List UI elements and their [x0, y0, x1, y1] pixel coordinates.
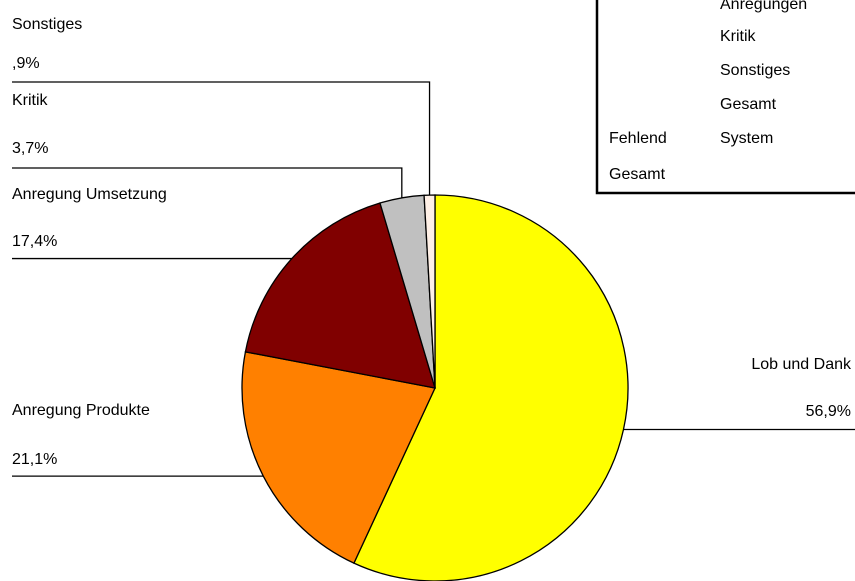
row-label: System — [720, 130, 773, 147]
row-label: Anregungen — [720, 0, 807, 13]
slice-label: Anregung Umsetzung — [12, 186, 167, 203]
slice-value-label: 17,4% — [12, 233, 57, 250]
pie-slice — [244, 202, 436, 389]
row-label: Kritik — [720, 28, 757, 45]
row-group: Gesamt — [609, 166, 666, 183]
leader-line — [12, 167, 403, 198]
pie-slice — [423, 194, 436, 389]
pie-slice — [241, 351, 436, 565]
slice-label: Lob und Dank — [751, 356, 852, 373]
slice-value-label: ,9% — [12, 55, 40, 72]
slice-label: Sonstiges — [12, 16, 82, 33]
slice-value-label: 3,7% — [12, 140, 48, 157]
slice-value-label: 56,9% — [806, 403, 851, 420]
slice-value-label: 21,1% — [12, 451, 57, 468]
row-label: Gesamt — [720, 96, 777, 113]
row-label: Sonstiges — [720, 62, 790, 79]
table-frame — [595, 0, 855, 195]
slice-label: Anregung Produkte — [12, 402, 150, 419]
row-group: Fehlend — [609, 130, 667, 147]
slice-label: Kritik — [12, 92, 49, 109]
leader-line — [12, 81, 431, 196]
